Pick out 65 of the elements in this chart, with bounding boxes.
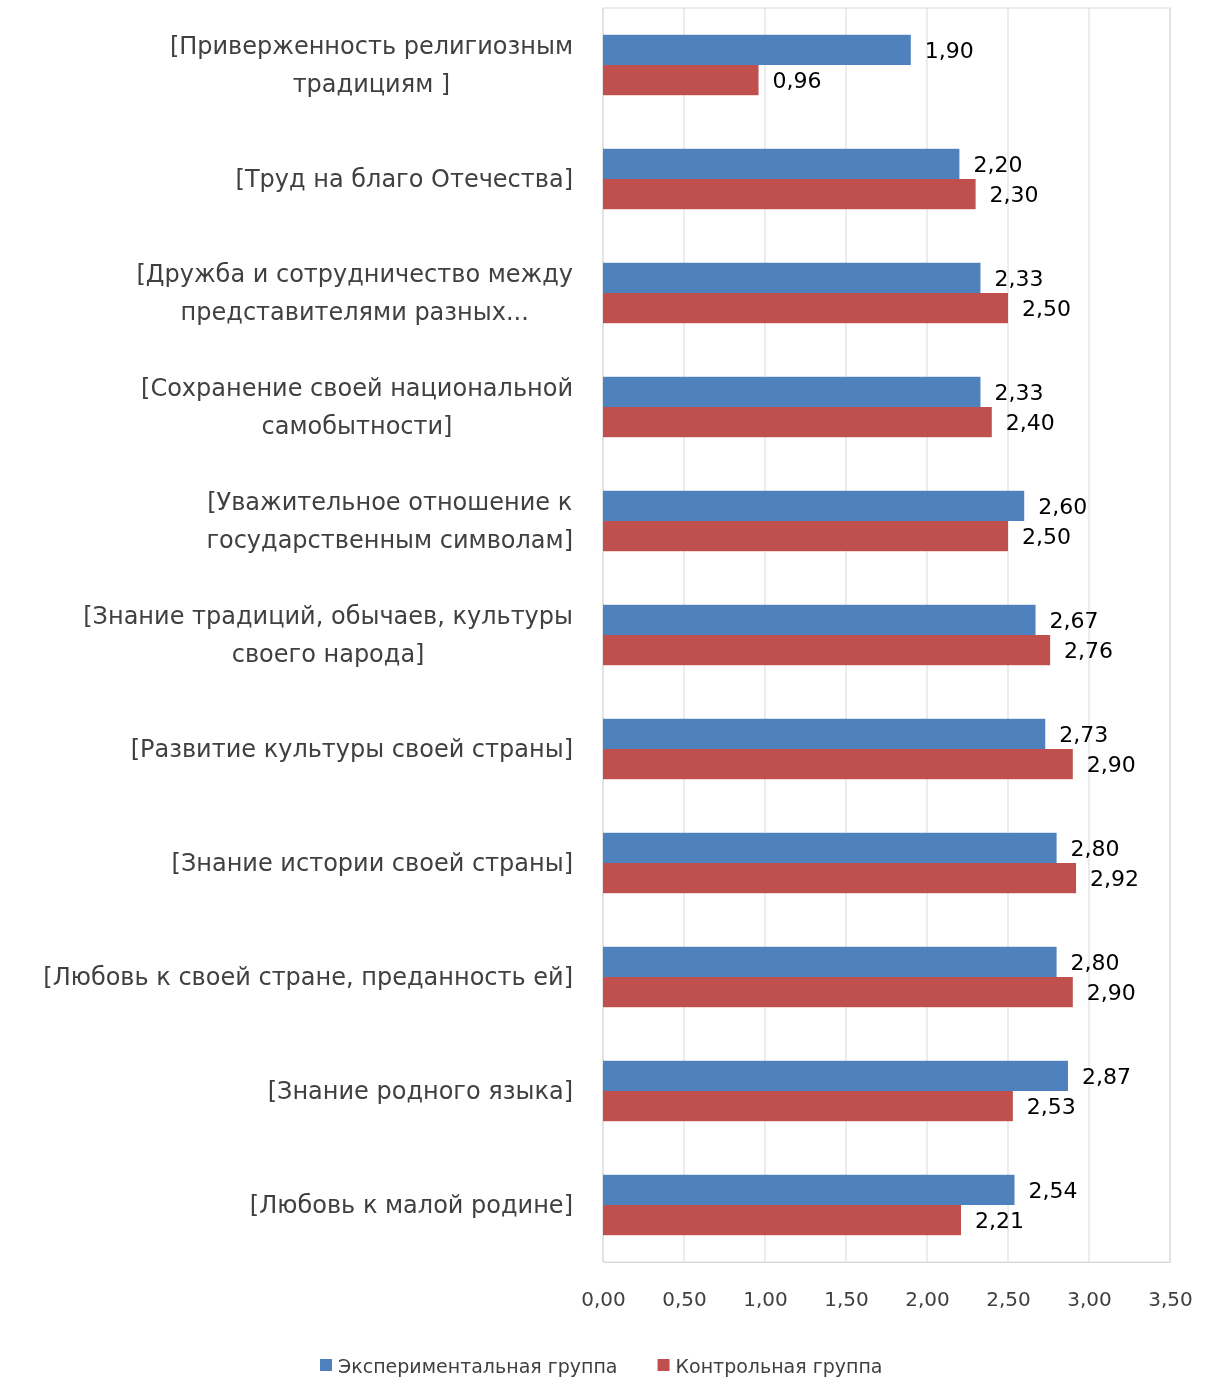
- data-label: 2,33: [994, 265, 1044, 291]
- bar: [603, 148, 960, 179]
- bar: [603, 1174, 1015, 1205]
- bar: [603, 65, 759, 96]
- x-tick-label: 1,00: [743, 1287, 788, 1312]
- bar: [603, 1091, 1013, 1122]
- legend-label: Контрольная группа: [675, 1354, 883, 1377]
- data-label: 2,50: [1022, 523, 1071, 549]
- data-label: 2,80: [1070, 835, 1120, 861]
- y-tick-label: [Знание традиций, обычаев, культуры своего народа]: [83, 602, 573, 669]
- data-label: 0,96: [772, 67, 822, 93]
- bar: [603, 521, 1008, 552]
- x-tick-label: 3,50: [1148, 1287, 1193, 1312]
- bar: [603, 946, 1057, 977]
- data-label: 2,50: [1022, 295, 1071, 321]
- y-tick-label: [Труд на благо Отечества]: [235, 165, 573, 194]
- data-label: 2,20: [973, 151, 1023, 177]
- bar: [603, 490, 1025, 521]
- data-label: 2,67: [1049, 607, 1099, 633]
- bar: [603, 34, 911, 65]
- y-tick-label: [Любовь к своей стране, преданность ей]: [43, 963, 573, 992]
- bar: [603, 718, 1046, 749]
- y-tick-label: [Приверженность религиозным традициям ]: [169, 32, 573, 99]
- x-tick-label: 1,50: [824, 1287, 869, 1312]
- data-label: 2,21: [975, 1207, 1024, 1233]
- bar: [603, 749, 1073, 780]
- x-tick-label: 0,00: [581, 1287, 626, 1312]
- y-tick-label: [Дружба и сотрудничество между представителями разных...: [136, 260, 573, 327]
- y-tick-label: [Уважительное отношение к государственным символам]: [206, 488, 573, 555]
- data-label: 2,40: [1005, 409, 1055, 435]
- y-tick-label: [Сохранение своей национальной самобытности]: [141, 374, 573, 441]
- bar: [603, 977, 1073, 1008]
- x-tick-label: 2,50: [986, 1287, 1031, 1312]
- data-label: 2,60: [1038, 493, 1088, 519]
- data-label: 2,73: [1059, 721, 1109, 747]
- data-label: 2,53: [1026, 1093, 1076, 1119]
- x-tick-label: 2,00: [905, 1287, 950, 1312]
- data-label: 2,87: [1081, 1063, 1131, 1089]
- data-label: 2,92: [1090, 865, 1140, 891]
- bar: [603, 407, 992, 438]
- bar: [603, 863, 1077, 894]
- y-tick-label: [Знание родного языка]: [267, 1077, 573, 1106]
- y-tick-label: [Любовь к малой родине]: [249, 1191, 573, 1220]
- legend-label: Экспериментальная группа: [338, 1354, 618, 1377]
- bar: [603, 635, 1051, 666]
- bar: [603, 293, 1008, 324]
- data-label: 1,90: [924, 37, 974, 63]
- data-label: 2,30: [989, 181, 1039, 207]
- data-label: 2,76: [1064, 637, 1114, 663]
- data-label: 2,90: [1086, 751, 1136, 777]
- x-tick-label: 0,50: [662, 1287, 707, 1312]
- data-label: 2,54: [1028, 1177, 1078, 1203]
- bar: [603, 604, 1036, 635]
- data-label: 2,90: [1086, 979, 1136, 1005]
- data-label: 2,80: [1070, 949, 1120, 975]
- y-tick-label: [Знание истории своей страны]: [171, 849, 573, 878]
- y-tick-label: [Развитие культуры своей страны]: [130, 735, 573, 764]
- bar: [603, 1205, 962, 1236]
- x-tick-label: 3,00: [1067, 1287, 1112, 1312]
- bar: [603, 262, 981, 293]
- bar: [603, 179, 976, 210]
- bar: [603, 832, 1057, 863]
- bar: [603, 376, 981, 407]
- data-label: 2,33: [994, 379, 1044, 405]
- bar: [603, 1060, 1068, 1091]
